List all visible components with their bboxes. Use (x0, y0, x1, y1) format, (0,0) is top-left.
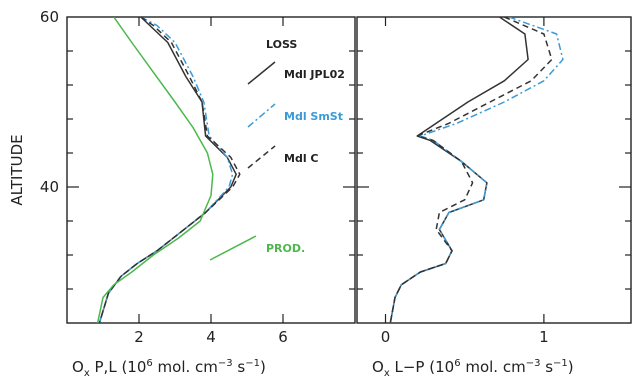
legend: LOSS Mdl JPL02 Mdl SmSt Mdl C PROD. (209, 38, 345, 261)
y-tick-label: 60 (40, 8, 59, 26)
right-series-mdl-jpl02 (389, 17, 529, 323)
legend-swatch-jpl02 (247, 61, 276, 85)
left-series-mdl-c (98, 17, 241, 323)
legend-title: LOSS (266, 38, 297, 51)
legend-swatch-prod (209, 235, 257, 261)
legend-label-mdlc: Mdl C (284, 152, 319, 165)
x-axis-label-left: Ox P,L (106 mol. cm−3 s−1) (72, 358, 266, 379)
right-x-tick-label: 0 (381, 328, 391, 346)
legend-label-prod: PROD. (266, 242, 305, 255)
left-x-tick-label: 6 (278, 328, 288, 346)
x-axis-label-right: Ox L−P (106 mol. cm−3 s−1) (372, 358, 574, 379)
right-series-mdl-smst (389, 17, 564, 323)
y-axis-label: ALTITUDE (8, 134, 26, 205)
left-x-tick-label: 2 (134, 328, 144, 346)
left-series-mdl-smst (98, 17, 234, 323)
y-tick-label: 40 (40, 178, 59, 196)
legend-swatch-smst (247, 103, 276, 128)
left-x-tick-label: 4 (206, 328, 216, 346)
right-plot-frame (356, 16, 632, 324)
legend-label-jpl02: Mdl JPL02 (284, 68, 345, 81)
right-series-mdl-c (389, 17, 553, 323)
left-series-prod (96, 17, 214, 323)
left-panel: 2 4 6 40 60 (40, 8, 356, 346)
right-x-tick-label: 1 (539, 328, 549, 346)
legend-label-smst: Mdl SmSt (284, 110, 343, 123)
legend-swatch-mdlc (247, 145, 276, 169)
